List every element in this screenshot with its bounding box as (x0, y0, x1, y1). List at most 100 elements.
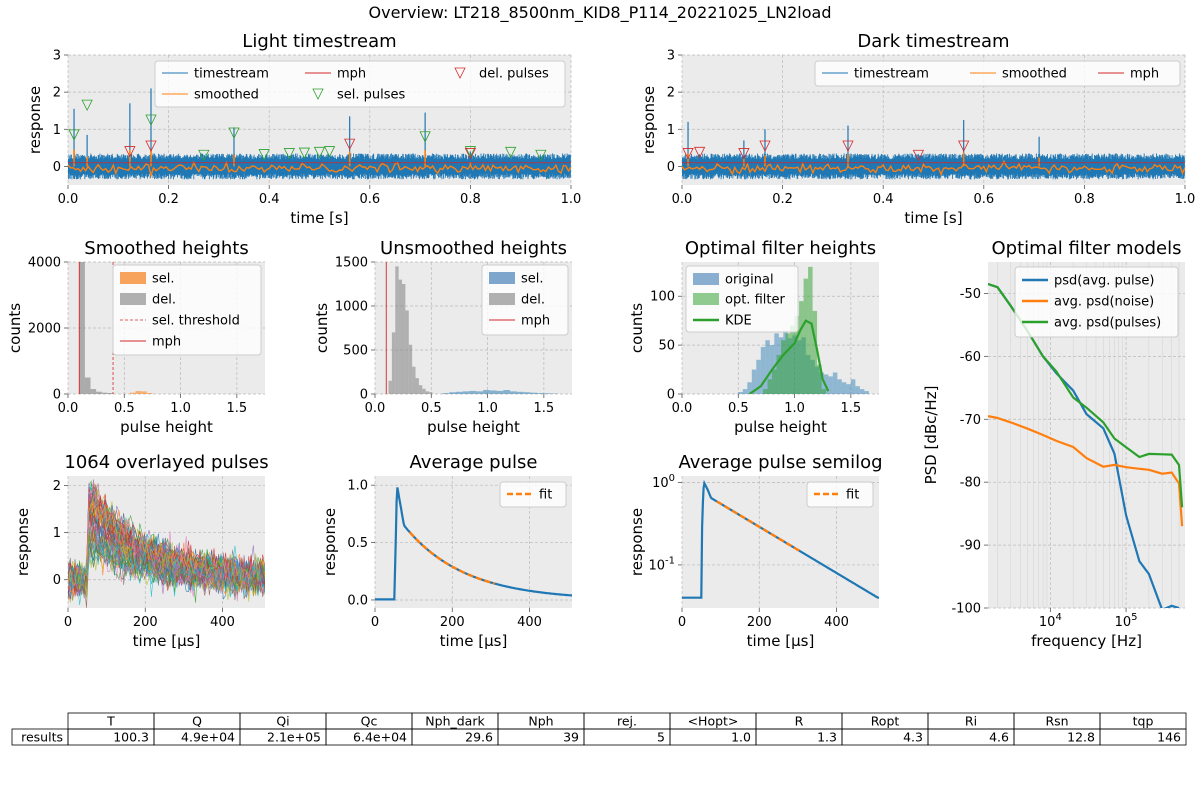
sel-bar (544, 393, 551, 394)
x-tick-label: 0.8 (1074, 192, 1095, 207)
x-tick-label: 105 (1115, 612, 1138, 630)
y-tick-label: 1 (667, 123, 675, 138)
table-value: 39 (563, 730, 579, 745)
x-tick-label: 0.8 (460, 192, 481, 207)
x-axis-label: pulse height (120, 418, 213, 436)
original-bar (864, 391, 869, 394)
x-tick-label: 400 (210, 615, 235, 630)
del-bar (107, 393, 113, 394)
original-bar (855, 386, 860, 394)
table-value: 4.9e+04 (181, 730, 235, 745)
x-tick-label: 0 (371, 615, 379, 630)
sel-bar (537, 393, 544, 394)
column-header: Nph_dark (425, 714, 485, 729)
y-tick-label: 2 (53, 86, 61, 101)
sel-bar (530, 393, 537, 394)
sel-bar (147, 393, 153, 394)
column-header: Qc (361, 714, 378, 729)
y-tick-label: 10-1 (648, 555, 675, 573)
x-tick-label: 0.4 (873, 192, 894, 207)
x-tick-label: 400 (824, 615, 849, 630)
y-tick-label: 1000 (335, 300, 368, 315)
del-bar (402, 284, 405, 394)
table-value: 29.6 (465, 730, 493, 745)
column-header: Q (192, 714, 202, 729)
legend-label: timestream (194, 67, 269, 82)
del-bar (416, 378, 419, 394)
x-tick-label: 1.5 (534, 401, 555, 416)
original-bar (738, 392, 743, 394)
chart-title: Optimal filter models (992, 238, 1182, 259)
legend-patch (120, 272, 146, 284)
original-bar (851, 379, 856, 394)
y-tick-label: 4000 (28, 256, 61, 271)
x-axis-label: frequency [Hz] (1031, 632, 1142, 650)
x-tick-label: 0.5 (728, 401, 749, 416)
y-tick-label: 0 (53, 388, 61, 403)
del-bar (429, 392, 432, 394)
column-header: rej. (617, 714, 637, 729)
y-tick-label: 0.5 (347, 536, 368, 551)
del-bar (96, 392, 102, 394)
y-tick-label: 0.0 (347, 593, 368, 608)
x-tick-label: 0.5 (421, 401, 442, 416)
table-value: 5 (657, 730, 665, 745)
column-header: Nph (528, 714, 553, 729)
table-value: 2.1e+05 (267, 730, 321, 745)
y-axis-label: response (14, 508, 32, 576)
x-tick-label: 1.0 (170, 401, 191, 416)
chart-title: Unsmoothed heights (380, 238, 567, 259)
y-tick-label: 3 (667, 49, 675, 64)
original-bar (842, 382, 847, 394)
column-header: Ri (965, 714, 977, 729)
legend-label: KDE (725, 314, 752, 329)
original-bar (828, 376, 833, 394)
y-tick-label: 3 (53, 49, 61, 64)
legend: sel.del.mph (482, 265, 568, 335)
sel-bar (524, 392, 531, 394)
sel-bar (503, 390, 510, 394)
del-bar (395, 266, 398, 394)
column-header: Rsn (1045, 714, 1068, 729)
table-value: 1.3 (817, 730, 837, 745)
y-axis-label: counts (313, 303, 331, 353)
legend-label: opt. filter (725, 293, 785, 308)
table-value: 1.0 (731, 730, 751, 745)
column-header: Ropt (871, 714, 900, 729)
x-tick-label: 0 (678, 615, 686, 630)
table-value: 4.3 (903, 730, 923, 745)
opt-filter-bar (763, 389, 768, 394)
row-label: results (21, 730, 63, 745)
legend-label: sel. threshold (152, 314, 240, 329)
chart-title: Smoothed heights (84, 238, 248, 259)
del-bar (85, 378, 91, 395)
chart-title: Dark timestream (857, 31, 1009, 52)
opt-filter-bar (813, 311, 818, 394)
opt-filter-bar (804, 279, 809, 394)
y-axis-label: response (26, 86, 44, 154)
sel-bar (470, 391, 477, 394)
x-tick-label: 0.0 (58, 192, 79, 207)
opt-filter-bar (822, 389, 827, 394)
del-bar (91, 389, 97, 394)
del-bar (422, 389, 425, 394)
column-header: T (106, 714, 115, 729)
del-bar (102, 393, 108, 394)
sel-bar (510, 391, 517, 394)
opt-filter-bar (768, 379, 773, 394)
x-tick-label: 1.0 (1175, 192, 1196, 207)
y-tick-label: 1500 (335, 256, 368, 271)
x-tick-label: 0.6 (973, 192, 994, 207)
legend-label: del. (152, 293, 176, 308)
y-tick-label: 1.0 (347, 479, 368, 494)
x-axis-label: time [s] (290, 209, 348, 227)
legend-label: sel. pulses (337, 88, 406, 103)
results-table: resultsT100.3Q4.9e+04Qi2.1e+05Qc6.4e+04N… (12, 713, 1186, 745)
legend-label: timestream (854, 67, 929, 82)
legend-label: smoothed (1002, 67, 1067, 82)
